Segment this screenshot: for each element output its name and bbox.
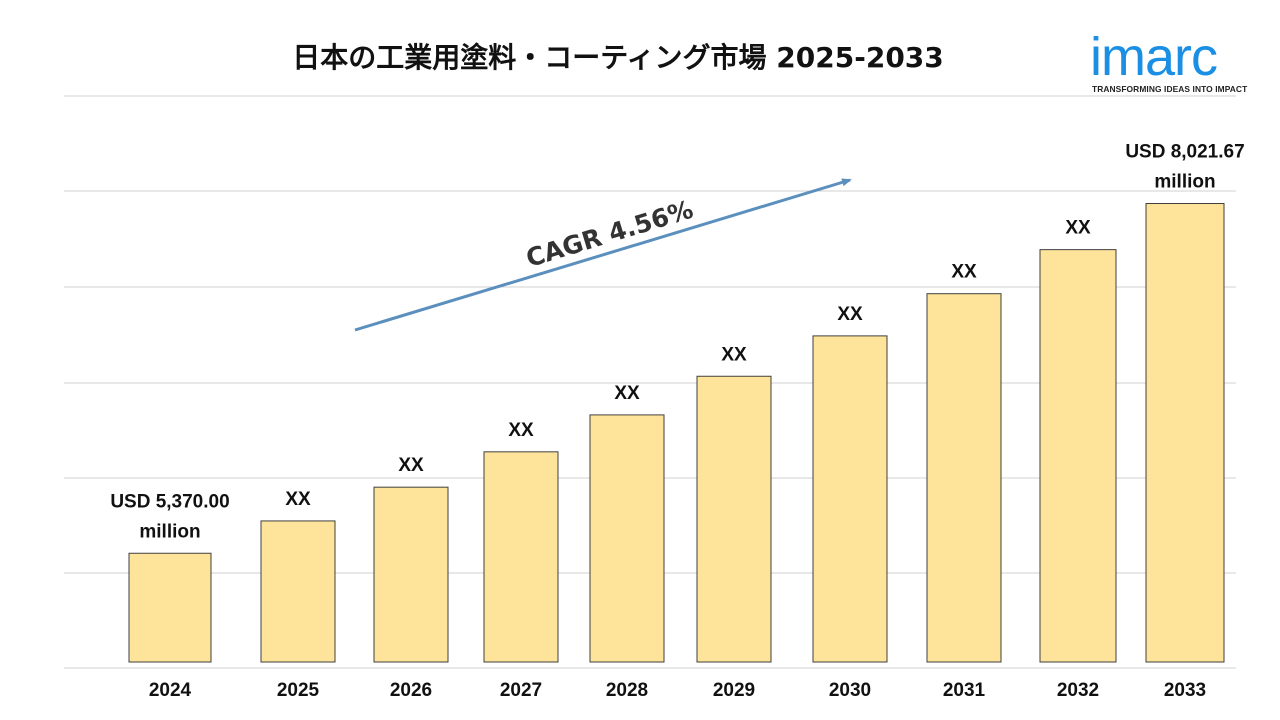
- data-label-2026: XX: [398, 455, 424, 476]
- x-axis-ticks: 2024 2025 2026 2027 2028 2029 2030 2031 2032 2033: [149, 680, 1206, 701]
- cagr-annotation: CAGR 4.56%: [354, 178, 852, 332]
- bar-2031: [926, 293, 1002, 663]
- bar-2028: [589, 414, 665, 663]
- data-label-2024: million: [139, 521, 200, 542]
- data-label-2027: XX: [508, 420, 534, 441]
- x-tick-2030: 2030: [829, 680, 871, 701]
- data-label-2030: XX: [837, 304, 863, 325]
- x-tick-2029: 2029: [713, 680, 755, 701]
- bar-2027: [483, 451, 559, 663]
- x-tick-2031: 2031: [943, 680, 986, 701]
- x-tick-2032: 2032: [1057, 680, 1099, 701]
- data-label-2028: XX: [614, 383, 640, 404]
- bar-2025: [260, 520, 336, 663]
- x-tick-2025: 2025: [277, 680, 320, 701]
- x-tick-2026: 2026: [390, 680, 432, 701]
- bar-2029: [696, 375, 772, 663]
- data-label-2024: USD 5,370.00: [110, 491, 229, 512]
- chart-title: 日本の工業用塗料・コーティング市場 2025-2033: [292, 41, 944, 74]
- data-label-2032: XX: [1065, 218, 1091, 239]
- x-tick-2027: 2027: [500, 680, 542, 701]
- bar-2030: [812, 335, 888, 663]
- bar-2032: [1039, 249, 1117, 663]
- imarc-logo: imarc TRANSFORMING IDEAS INTO IMPACT: [1090, 28, 1265, 100]
- data-labels: USD 5,370.00 million XX XX XX XX XX XX XX XX USD 8…: [110, 142, 1244, 543]
- x-tick-2024: 2024: [149, 680, 192, 701]
- data-label-2031: XX: [951, 262, 977, 283]
- data-label-2033: USD 8,021.67: [1125, 142, 1244, 163]
- data-label-2029: XX: [721, 344, 747, 365]
- bar-2024: [128, 552, 212, 663]
- logo-tagline: TRANSFORMING IDEAS INTO IMPACT: [1092, 84, 1248, 94]
- data-label-2033: million: [1154, 172, 1215, 193]
- bars: [128, 203, 1225, 663]
- data-label-2025: XX: [285, 489, 311, 510]
- cagr-arrow: [354, 178, 852, 332]
- x-tick-2028: 2028: [606, 680, 648, 701]
- bar-2033: [1145, 203, 1225, 663]
- x-tick-2033: 2033: [1164, 680, 1206, 701]
- bar-2026: [373, 486, 449, 663]
- logo-wordmark: imarc: [1090, 27, 1218, 87]
